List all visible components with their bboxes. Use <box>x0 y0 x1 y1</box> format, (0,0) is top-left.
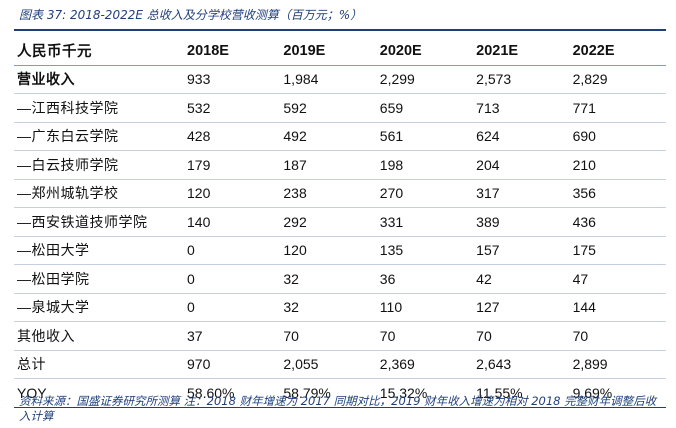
row-label: 总计 <box>17 356 46 373</box>
value-cell: 70 <box>476 327 492 344</box>
source-note: 资料来源：国盛证券研究所测算 注：2018 财年增速为 2017 同期对比，20… <box>19 394 657 423</box>
header-year: 2022E <box>572 42 615 59</box>
value-cell: 70 <box>572 327 589 344</box>
table-row: 总计 970 2,055 2,369 2,643 2,899 <box>14 350 666 379</box>
value-cell: 970 <box>187 356 211 373</box>
value-cell: 37 <box>187 327 203 344</box>
value-cell: 11.55% <box>476 384 523 401</box>
value-cell: 15.32% <box>379 384 428 401</box>
value-cell: 2,643 <box>476 356 512 373</box>
table-row: YOY 58.60% 58.79% 15.32% 11.55% 9.69% <box>14 379 666 407</box>
value-cell: 42 <box>476 270 492 287</box>
value-cell: 492 <box>283 128 307 145</box>
row-label: —西安铁道技师学院 <box>17 213 148 230</box>
top-divider <box>14 29 666 31</box>
row-label: —松田学院 <box>17 270 90 287</box>
table-row: 其他收入 37 70 70 70 70 <box>14 322 666 350</box>
table-row: —泉城大学 0 32 110 127 144 <box>14 293 666 322</box>
value-cell: 58.79% <box>283 384 331 401</box>
value-cell: 2,573 <box>476 71 512 88</box>
value-cell: 32 <box>283 270 299 287</box>
row-label: —泉城大学 <box>17 299 90 316</box>
value-cell: 2,055 <box>283 356 319 373</box>
value-cell: 144 <box>572 299 596 316</box>
value-cell: 436 <box>572 213 596 230</box>
row-label: —郑州城轨学校 <box>17 185 119 202</box>
value-cell: 624 <box>476 128 500 145</box>
value-cell: 659 <box>379 99 404 116</box>
value-cell: 140 <box>187 213 211 230</box>
value-cell: 110 <box>379 299 403 316</box>
row-label: —广东白云学院 <box>17 128 119 145</box>
value-cell: 210 <box>572 156 596 173</box>
row-label: —松田大学 <box>17 242 90 259</box>
value-cell: 331 <box>379 213 404 230</box>
value-cell: 238 <box>283 185 307 202</box>
table-row: —广东白云学院 428 492 561 624 690 <box>14 122 666 151</box>
value-cell: 70 <box>379 327 396 344</box>
revenue-table: 人民币千元 2018E 2019E 2020E 2021E 2022E 营业收入… <box>14 37 666 408</box>
value-cell: 561 <box>379 128 404 145</box>
value-cell: 592 <box>283 99 307 116</box>
value-cell: 175 <box>572 242 596 259</box>
value-cell: 0 <box>187 299 195 316</box>
value-cell: 2,299 <box>379 71 415 88</box>
value-cell: 157 <box>476 242 500 259</box>
header-year: 2018E <box>187 42 229 59</box>
value-cell: 127 <box>476 299 500 316</box>
value-cell: 120 <box>187 185 211 202</box>
value-cell: 204 <box>476 156 500 173</box>
row-label: —白云技师学院 <box>17 156 119 173</box>
value-cell: 198 <box>379 156 404 173</box>
value-cell: 0 <box>187 270 195 287</box>
table-row: —郑州城轨学校 120 238 270 317 356 <box>14 179 666 208</box>
value-cell: 2,829 <box>572 71 608 88</box>
row-label: YOY <box>17 384 47 401</box>
figure-caption: 图表 37: 2018-2022E 总收入及分学校营收测算（百万元；%） <box>19 8 363 22</box>
value-cell: 187 <box>283 156 307 173</box>
value-cell: 356 <box>572 185 596 202</box>
value-cell: 532 <box>187 99 211 116</box>
row-label: —江西科技学院 <box>17 99 119 116</box>
value-cell: 36 <box>379 270 396 287</box>
value-cell: 120 <box>283 242 307 259</box>
row-label: 其他收入 <box>17 327 75 344</box>
value-cell: 135 <box>379 242 404 259</box>
value-cell: 32 <box>283 299 299 316</box>
row-label: 营业收入 <box>17 71 75 88</box>
table-row: 营业收入 933 1,984 2,299 2,573 2,829 <box>14 65 666 94</box>
table-row: —松田大学 0 120 135 157 175 <box>14 236 666 265</box>
value-cell: 389 <box>476 213 500 230</box>
value-cell: 2,369 <box>379 356 415 373</box>
value-cell: 690 <box>572 128 596 145</box>
value-cell: 270 <box>379 185 404 202</box>
value-cell: 292 <box>283 213 307 230</box>
value-cell: 771 <box>572 99 596 116</box>
header-unit: 人民币千元 <box>17 44 92 61</box>
value-cell: 1,984 <box>283 71 319 88</box>
table-row: —江西科技学院 532 592 659 713 771 <box>14 94 666 122</box>
table-row: —松田学院 0 32 36 42 47 <box>14 265 666 293</box>
table-row: —白云技师学院 179 187 198 204 210 <box>14 151 666 179</box>
table-row: —西安铁道技师学院 140 292 331 389 436 <box>14 208 666 236</box>
header-year: 2019E <box>283 42 326 59</box>
value-cell: 47 <box>572 270 589 287</box>
header-year: 2020E <box>379 42 422 59</box>
value-cell: 179 <box>187 156 211 173</box>
value-cell: 428 <box>187 128 211 145</box>
value-cell: 70 <box>283 327 299 344</box>
header-row: 人民币千元 2018E 2019E 2020E 2021E 2022E <box>14 37 666 65</box>
value-cell: 933 <box>187 71 211 88</box>
value-cell: 58.60% <box>187 384 235 401</box>
value-cell: 9.69% <box>572 384 613 401</box>
value-cell: 317 <box>476 185 500 202</box>
header-year: 2021E <box>476 42 519 59</box>
value-cell: 0 <box>187 242 195 259</box>
value-cell: 713 <box>476 99 500 116</box>
value-cell: 2,899 <box>572 356 608 373</box>
